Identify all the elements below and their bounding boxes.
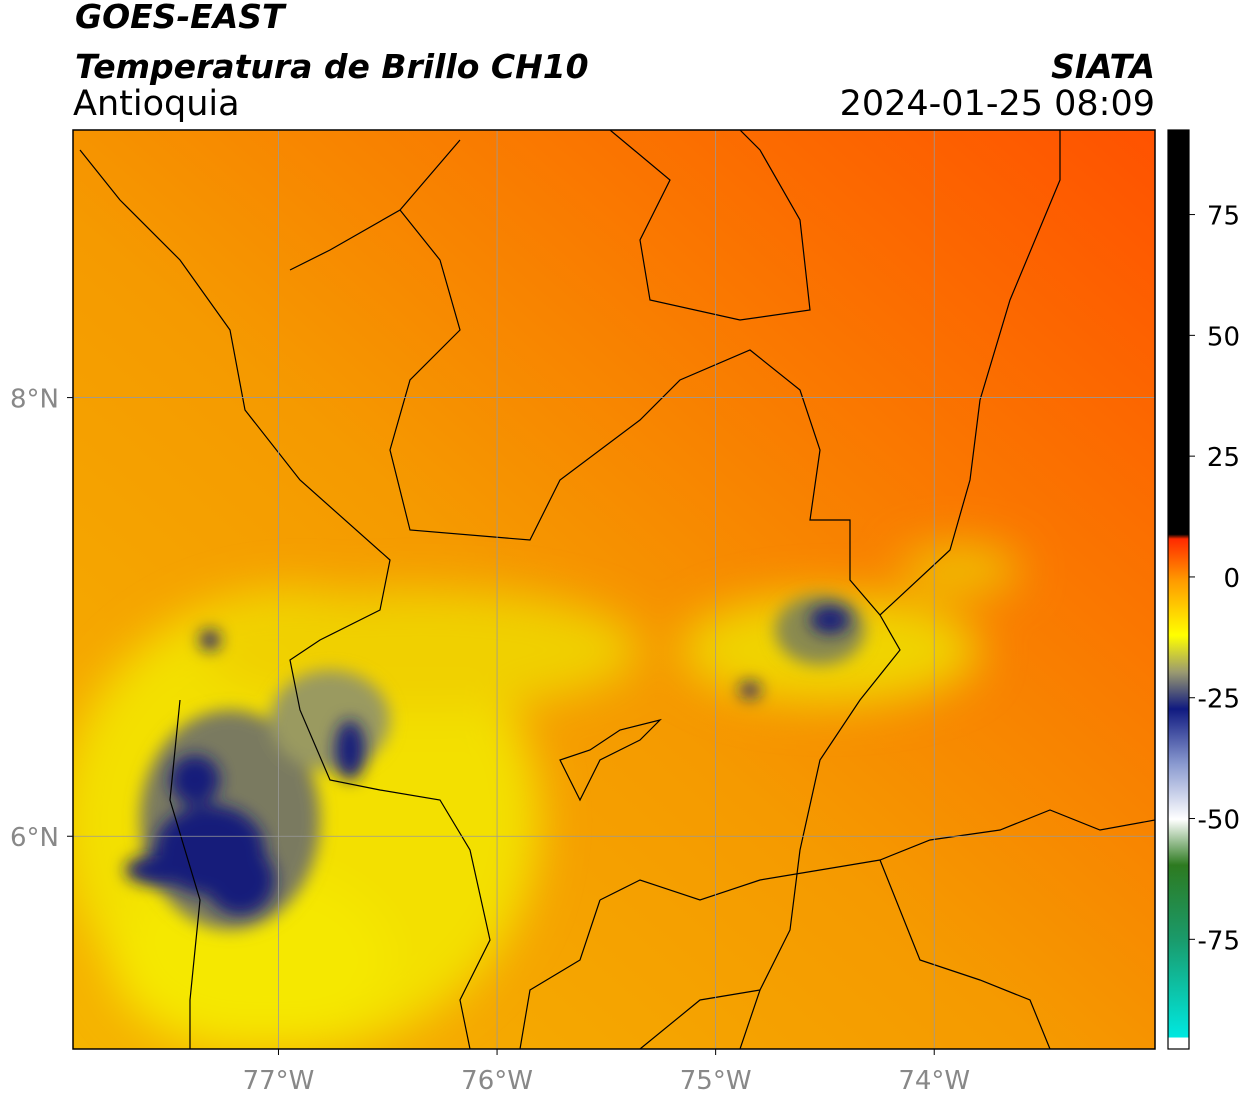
- colorbar-tick-label: 0: [1223, 564, 1240, 594]
- region-title: Antioquia: [73, 84, 240, 124]
- colorbar-tick-label: -75: [1198, 926, 1240, 956]
- satellite-image: [73, 130, 1155, 1049]
- colorbar-tick-label: -25: [1198, 685, 1240, 715]
- lon-tick-label: 74°W: [898, 1066, 970, 1096]
- lon-tick-label: 75°W: [680, 1066, 752, 1096]
- colorbar-tick-label: 75: [1207, 202, 1240, 232]
- lon-tick-label: 77°W: [243, 1066, 315, 1096]
- timestamp: 2024-01-25 08:09: [840, 84, 1155, 124]
- colorbar-tick-label: 25: [1207, 443, 1240, 473]
- source-title: SIATA: [1051, 47, 1155, 86]
- lon-tick-label: 76°W: [461, 1066, 533, 1096]
- lat-tick-label: 6°N: [10, 823, 59, 853]
- graticule: [73, 130, 1155, 1049]
- colorbar-tick-label: 50: [1207, 322, 1240, 352]
- map-frame: [72, 129, 1156, 1050]
- product-title: Temperatura de Brillo CH10: [75, 47, 589, 86]
- lat-tick-label: 8°N: [10, 385, 59, 415]
- satellite-title: GOES-EAST: [75, 0, 287, 36]
- colorbar: [1167, 129, 1190, 1050]
- colorbar-tick-label: -50: [1198, 806, 1240, 836]
